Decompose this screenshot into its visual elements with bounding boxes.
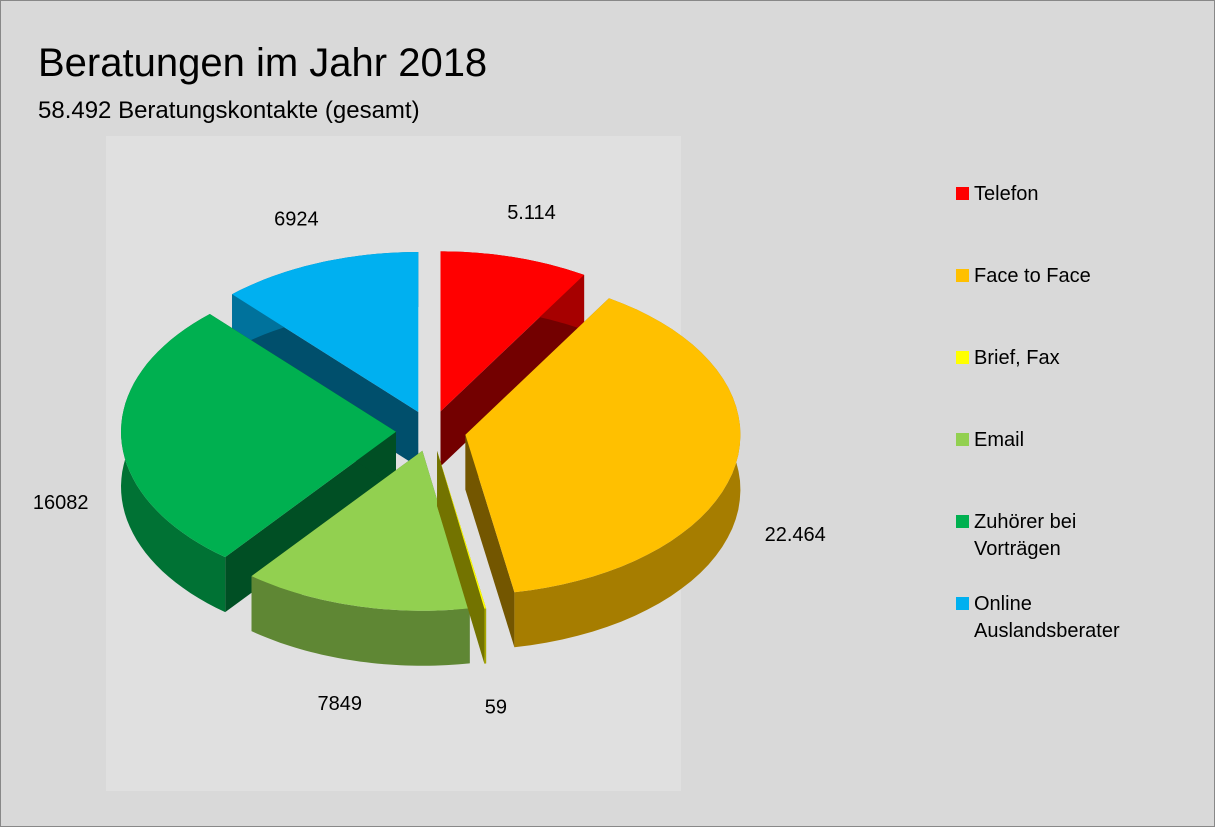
legend-label: Brief, Fax (974, 347, 1060, 369)
slice (251, 450, 470, 666)
legend-item: Telefon (956, 181, 1156, 263)
legend-label: Telefon (974, 183, 1039, 205)
slice-wall (251, 576, 470, 666)
slice-top (121, 314, 396, 558)
chart-subtitle: 58.492 Beratungskontakte (gesamt) (38, 97, 420, 124)
slice-top (465, 298, 741, 593)
legend-label: Face to Face (974, 265, 1091, 287)
slice-side (440, 274, 585, 467)
slice (465, 298, 741, 648)
legend-swatch (956, 187, 969, 200)
legend-swatch (956, 597, 969, 610)
legend-label: Email (974, 429, 1025, 451)
data-label: 16082 (33, 492, 89, 514)
legend-swatch (956, 515, 969, 528)
legend: Telefon Face to Face Brief, Fax Email Zuhöre… (956, 181, 1156, 673)
legend-item: Face to Face (956, 263, 1156, 345)
legend-label: Zuhörer bei Vorträgen (974, 511, 1077, 560)
slice (232, 252, 419, 467)
legend-swatch (956, 433, 969, 446)
chart-title: Beratungen im Jahr 2018 (38, 41, 488, 85)
legend-item: Brief, Fax (956, 345, 1156, 427)
data-label: 5.114 (507, 202, 556, 224)
slice-side (437, 451, 487, 664)
data-label: 6924 (274, 208, 319, 230)
slice (437, 451, 487, 664)
legend-item: Online Auslandsberater (956, 591, 1156, 673)
legend-item: Email (956, 427, 1156, 509)
slice-side (465, 434, 515, 648)
data-label: 7849 (318, 693, 363, 715)
data-label: 22.464 (765, 524, 826, 546)
legend-swatch (956, 269, 969, 282)
slice-top (437, 451, 487, 609)
slice-top (251, 450, 470, 611)
legend-swatch (956, 351, 969, 364)
slice (440, 251, 585, 467)
data-label: 59 (485, 697, 507, 719)
legend-label: Online Auslandsberater (974, 593, 1120, 642)
slice-wall (484, 608, 487, 664)
slice-top (232, 252, 419, 412)
slice-top (440, 251, 585, 412)
legend-item: Zuhörer bei Vorträgen (956, 509, 1156, 591)
